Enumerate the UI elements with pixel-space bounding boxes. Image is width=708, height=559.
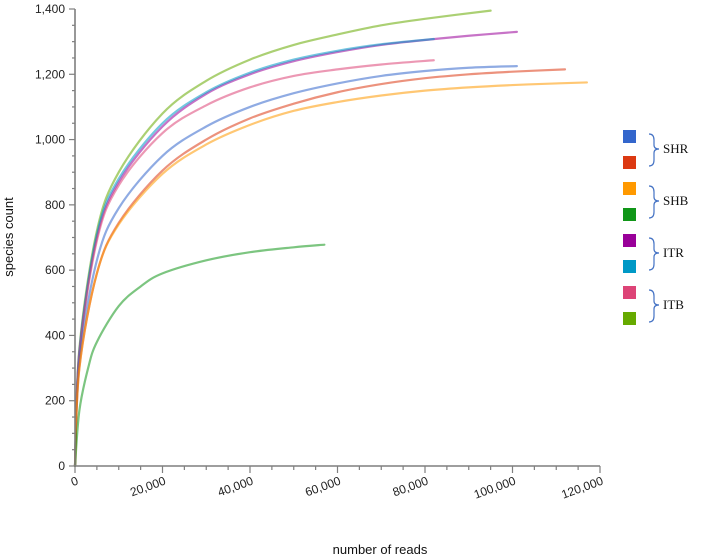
x-tick-label: 40,000 [216,474,256,500]
legend-swatch [623,312,636,325]
y-tick-label: 1,400 [35,2,65,16]
y-axis-title: species count [1,197,16,277]
y-tick-label: 400 [45,328,65,342]
series-layer [73,9,588,468]
series-line-8 [73,243,326,468]
legend-brace [648,133,660,167]
y-tick-label: 1,200 [35,67,65,81]
x-tick-label: 120,000 [559,474,605,502]
y-tick-label: 800 [45,198,65,212]
y-tick-label: 0 [58,459,65,473]
legend-swatch [623,182,636,195]
legend-swatch [623,130,636,143]
x-tick-label: 80,000 [391,474,431,500]
x-tick-label: 0 [69,474,80,490]
x-axis-title: number of reads [333,542,428,557]
x-tick-label: 60,000 [303,474,343,500]
x-tick-label: 100,000 [472,474,518,502]
series-line-5 [73,65,518,468]
legend-swatch [623,234,636,247]
legend-group-label: ITB [663,297,684,312]
x-tick-label: 20,000 [128,474,168,500]
series-line-4 [73,59,435,468]
ticks-layer: 0 200 400 600 800 1,000 1,200 1,400 0 20,000 40,00… [35,2,605,502]
legend-swatch [623,260,636,273]
series-line-2 [73,30,518,468]
legend-swatch [623,208,636,221]
legend-swatch [623,286,636,299]
legend-swatch [623,156,636,169]
legend-group-label: ITR [663,245,684,260]
legend: SHR SHB ITR ITB [623,130,689,325]
legend-group-label: SHB [663,193,689,208]
y-tick-label: 600 [45,263,65,277]
legend-group-label: SHR [663,141,689,156]
legend-brace [648,237,660,271]
axes-layer [74,9,600,467]
series-line-7 [73,81,588,468]
y-tick-label: 1,000 [35,133,65,147]
legend-brace [648,289,660,323]
y-tick-label: 200 [45,394,65,408]
legend-brace [648,185,660,219]
